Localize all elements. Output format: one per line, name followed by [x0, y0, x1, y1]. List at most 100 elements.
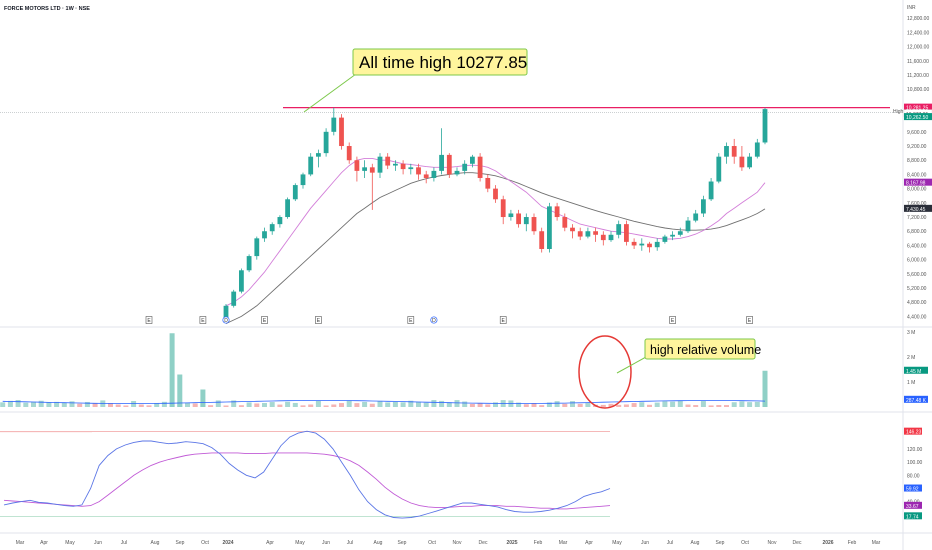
candle-body — [377, 156, 383, 173]
event-marker: E — [261, 316, 268, 324]
candle-body — [716, 156, 722, 182]
volume-bar — [138, 404, 144, 407]
volume-bar — [739, 401, 745, 407]
candle — [377, 153, 383, 178]
volume-bar — [731, 402, 737, 407]
volume-bar — [15, 400, 21, 407]
earnings-marker-icon — [315, 316, 322, 324]
volume-tag-label: 1.45 M — [906, 369, 921, 375]
volume-bar — [631, 403, 637, 407]
candle-body — [439, 154, 444, 171]
candle — [670, 231, 675, 241]
volume-bar — [546, 402, 552, 407]
candle — [639, 238, 645, 251]
candle-body — [670, 234, 675, 237]
candle-body — [562, 217, 568, 228]
volume-bar — [639, 402, 645, 407]
earnings-marker-icon — [499, 316, 507, 324]
time-tick-label: Sep — [398, 540, 407, 546]
candle-body — [577, 231, 583, 237]
volume-bar — [708, 405, 714, 407]
candle-body — [462, 163, 468, 171]
volume-bar — [462, 401, 468, 407]
candle-body — [624, 224, 629, 242]
price-tag-label: 10,281.25 — [906, 106, 928, 112]
volume-bar — [61, 402, 67, 407]
volume-tag — [904, 395, 928, 403]
event-marker: E — [746, 316, 753, 324]
time-tick-label: Jun — [322, 540, 330, 546]
price-tick-label: 9,200.00 — [907, 144, 927, 150]
time-tick-label: Aug — [151, 540, 160, 546]
event-marker-label: E — [409, 318, 413, 324]
time-tick-label: Feb — [534, 540, 543, 546]
price-tick-label: 6,400.00 — [907, 243, 927, 249]
volume-bar — [146, 405, 152, 407]
candle-body — [662, 236, 668, 242]
candle-body — [308, 156, 314, 175]
candle-body — [354, 160, 360, 171]
candle — [292, 183, 298, 202]
candle — [393, 160, 398, 171]
candle — [708, 177, 714, 202]
price-tick-label: 5,600.00 — [907, 272, 927, 278]
volume-bar — [323, 405, 329, 407]
volume-bar — [115, 404, 121, 407]
candle — [554, 202, 560, 221]
candle — [308, 153, 314, 177]
price-tag — [904, 178, 932, 186]
volume-bar — [84, 401, 90, 407]
earnings-marker-icon — [145, 316, 153, 324]
candle-body — [346, 146, 352, 161]
candle — [677, 227, 683, 237]
price-tick-label: 7,600.00 — [907, 201, 927, 207]
volume-bar — [131, 400, 137, 407]
time-tick-label: Mar — [872, 540, 881, 546]
price-tick-label: 10,800.00 — [907, 87, 929, 93]
candle-body — [285, 199, 290, 218]
volume-bar — [654, 402, 660, 407]
event-marker: E — [669, 316, 676, 324]
candle — [516, 209, 521, 228]
event-marker-label: D — [432, 318, 436, 324]
price-tick-label: 4,800.00 — [907, 300, 927, 306]
currency-label: INR — [907, 5, 916, 11]
candle-body — [747, 156, 752, 168]
volume-bar — [154, 402, 160, 407]
volume-bar — [161, 401, 167, 407]
price-tag — [904, 113, 932, 121]
osc-tick-label: 80.00 — [907, 473, 920, 479]
candle-body — [724, 146, 729, 157]
candle — [654, 238, 660, 251]
candle — [616, 220, 622, 239]
candle-body — [400, 163, 406, 170]
candle-body — [762, 109, 768, 143]
candle — [423, 170, 429, 184]
volume-bar — [46, 402, 52, 407]
volume-tick-label: 1 M — [907, 380, 915, 386]
candle — [231, 289, 237, 308]
candle-body — [677, 231, 683, 235]
candle — [608, 231, 614, 242]
event-marker-label: E — [502, 318, 506, 324]
candle — [662, 234, 668, 244]
candle-body — [446, 154, 452, 175]
volume-bar — [346, 400, 352, 407]
event-marker-label: D — [224, 318, 228, 324]
event-marker-label: E — [263, 318, 267, 324]
time-tick-label: Oct — [428, 540, 436, 546]
time-tick-label: Apr — [40, 540, 48, 546]
candle-body — [616, 224, 622, 235]
time-tick-label: Oct — [201, 540, 209, 546]
ma-slow-line — [225, 172, 766, 325]
volume-bar — [92, 403, 98, 407]
dividend-marker-icon — [222, 316, 230, 324]
candle-body — [416, 167, 421, 175]
osc-tag-label: 59.92 — [906, 487, 919, 493]
candle-body — [701, 199, 706, 214]
candle — [346, 142, 352, 164]
candle — [647, 241, 652, 253]
time-tick-label: Sep — [176, 540, 185, 546]
volume-bar — [377, 401, 383, 407]
candle — [462, 160, 468, 175]
